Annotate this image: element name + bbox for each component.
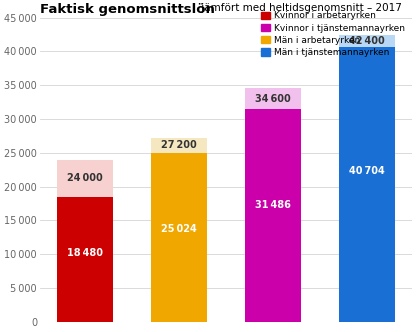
- Bar: [339, 47, 395, 322]
- Bar: [151, 153, 207, 322]
- Text: 27 200: 27 200: [161, 140, 197, 150]
- Text: 24 000: 24 000: [67, 173, 103, 183]
- Bar: [245, 109, 301, 322]
- Text: 25 024: 25 024: [161, 224, 197, 234]
- Text: 34 600: 34 600: [255, 94, 291, 104]
- Bar: [339, 35, 395, 322]
- Bar: [245, 88, 301, 322]
- Bar: [151, 138, 207, 322]
- Text: 42 400: 42 400: [349, 36, 385, 46]
- Bar: [57, 197, 113, 322]
- Legend: Kvinnor i arbetaryrken, Kvinnor i tjänstemannayrken, Män i arbetaryrken, Män i t: Kvinnor i arbetaryrken, Kvinnor i tjänst…: [258, 9, 407, 59]
- Text: Faktisk genomsnittslön: Faktisk genomsnittslön: [40, 3, 215, 16]
- Bar: [57, 160, 113, 322]
- Text: 31 486: 31 486: [255, 200, 291, 210]
- Text: 40 704: 40 704: [349, 166, 385, 176]
- Text: 18 480: 18 480: [67, 248, 103, 258]
- Text: jämfört med heltidsgenomsnitt – 2017: jämfört med heltidsgenomsnitt – 2017: [198, 3, 402, 13]
